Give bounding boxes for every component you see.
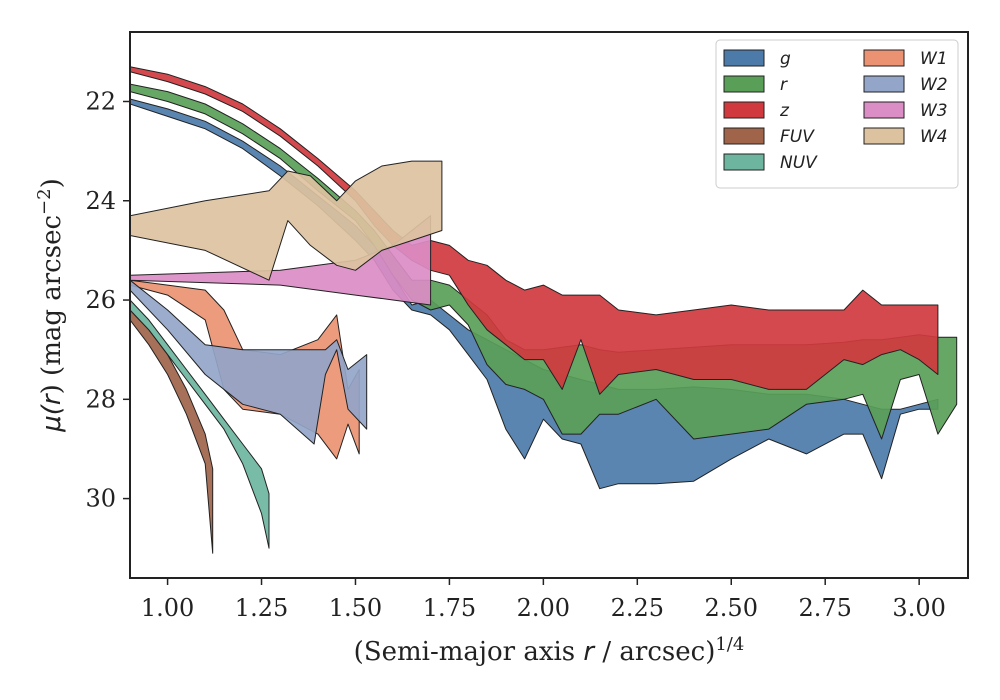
legend-label-w2: W2 [920, 75, 948, 95]
y-tick-label: 28 [85, 385, 116, 413]
legend-label-w3: W3 [920, 101, 948, 121]
x-tick-label: 2.75 [798, 594, 851, 622]
series-band-w4 [130, 160, 443, 281]
x-axis-label: (Semi-major axis r / arcsec)1/4 [354, 634, 745, 668]
legend-swatch-z [723, 101, 765, 119]
legend-swatch-nuv [723, 153, 765, 171]
series-band-w3 [130, 215, 432, 306]
legend-swatch-w1 [863, 49, 905, 67]
legend-swatch-r [723, 75, 765, 93]
legend-swatch-w4 [863, 127, 905, 145]
x-tick-label: 1.25 [235, 594, 288, 622]
y-axis-label: μ(r) (mag arcsec−2) [34, 178, 68, 433]
legend-swatch-w2 [863, 75, 905, 93]
legend: grz FUV NUV W1 W2 W3 W4 [715, 39, 959, 189]
legend-label-fuv: FUV [780, 127, 815, 147]
x-tick-label: 1.00 [141, 594, 194, 622]
legend-swatch-g [723, 49, 765, 67]
plot-frame [129, 31, 969, 579]
y-tick-label: 30 [85, 485, 116, 513]
x-tick-label: 2.50 [705, 594, 758, 622]
legend-label-z: z [779, 101, 790, 121]
x-axis: 1.00 1.25 1.50 1.75 2.00 2.25 2.50 2.75 3.00 [141, 578, 946, 622]
x-tick-label: 2.25 [611, 594, 664, 622]
legend-label-w1: W1 [920, 49, 948, 69]
x-tick-label: 2.00 [517, 594, 570, 622]
legend-swatch-w3 [863, 101, 905, 119]
y-axis: 22 24 26 28 30 [85, 87, 130, 513]
legend-swatch-fuv [723, 127, 765, 145]
x-tick-label: 3.00 [892, 594, 945, 622]
y-tick-label: 26 [85, 286, 116, 314]
y-tick-label: 24 [85, 187, 116, 215]
legend-label-w4: W4 [920, 127, 948, 147]
legend-label-g: g [780, 49, 791, 69]
legend-label-r: r [780, 75, 788, 95]
x-tick-label: 1.50 [329, 594, 382, 622]
x-tick-label: 1.75 [423, 594, 476, 622]
series-band-w2 [130, 279, 368, 445]
series-band-nuv [130, 299, 270, 549]
legend-label-nuv: NUV [780, 153, 818, 173]
y-tick-label: 22 [85, 87, 116, 115]
series-layer [130, 66, 958, 554]
